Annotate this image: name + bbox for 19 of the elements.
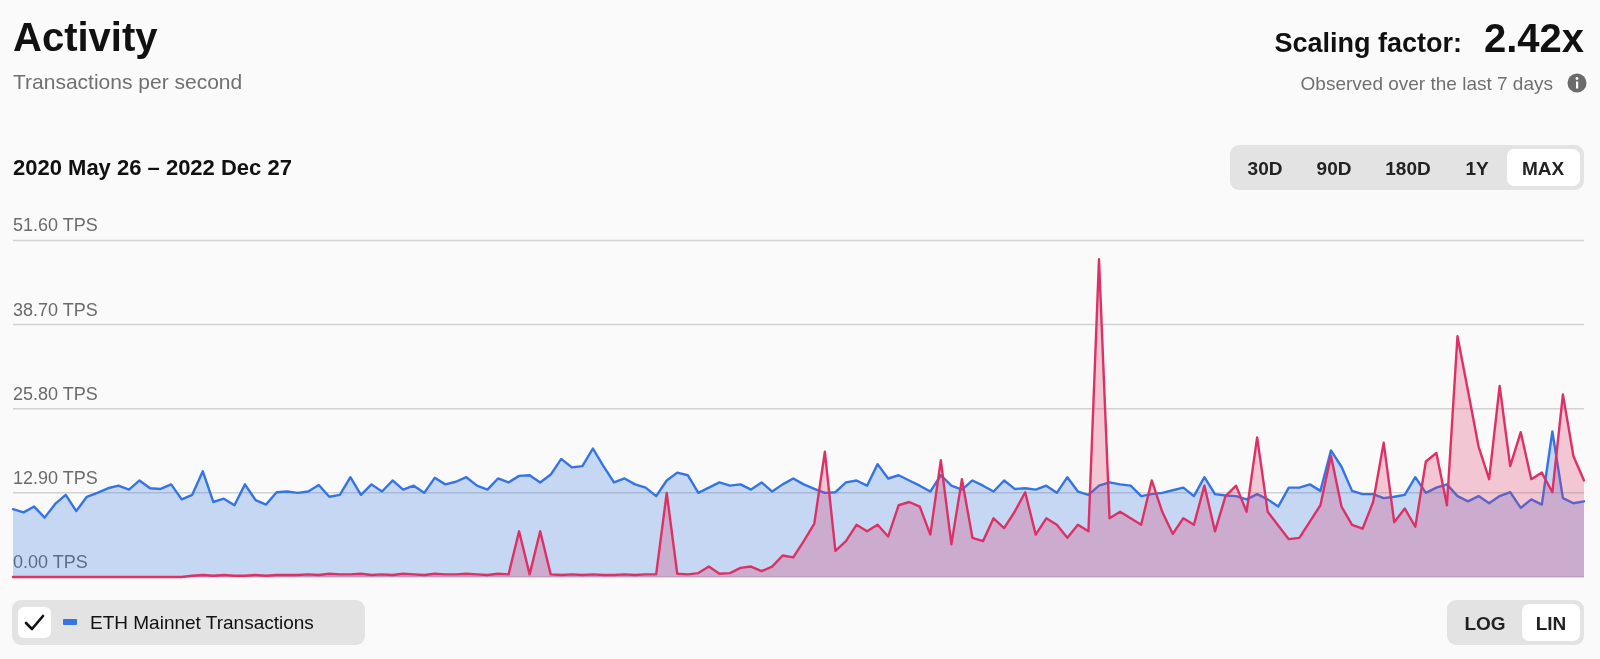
legend-label: ETH Mainnet Transactions (90, 612, 314, 633)
text: Scaling factor: (1274, 28, 1462, 58)
chart-title: Activity (13, 15, 159, 59)
y-tick-label: 0.00 TPS (13, 552, 88, 572)
text: 180D (1385, 158, 1431, 179)
y-tick-label: 51.60 TPS (13, 215, 98, 236)
text: 2.42x (1483, 16, 1584, 60)
text: 1Y (1465, 158, 1489, 179)
text: 2020 May 26 – 2022 Dec 27 (13, 155, 292, 180)
text: Observed over the last 7 days (1300, 73, 1553, 94)
y-tick-label: 25.80 TPS (13, 383, 98, 404)
text: LOG (1464, 613, 1506, 634)
chart-subtitle: Transactions per second (13, 70, 243, 93)
text: MAX (1521, 158, 1565, 179)
text: 90D (1316, 158, 1352, 179)
y-tick-label: 38.70 TPS (13, 299, 98, 320)
text: LIN (1535, 613, 1567, 634)
text: 30D (1247, 158, 1283, 179)
y-tick-label: 12.90 TPS (13, 467, 98, 488)
